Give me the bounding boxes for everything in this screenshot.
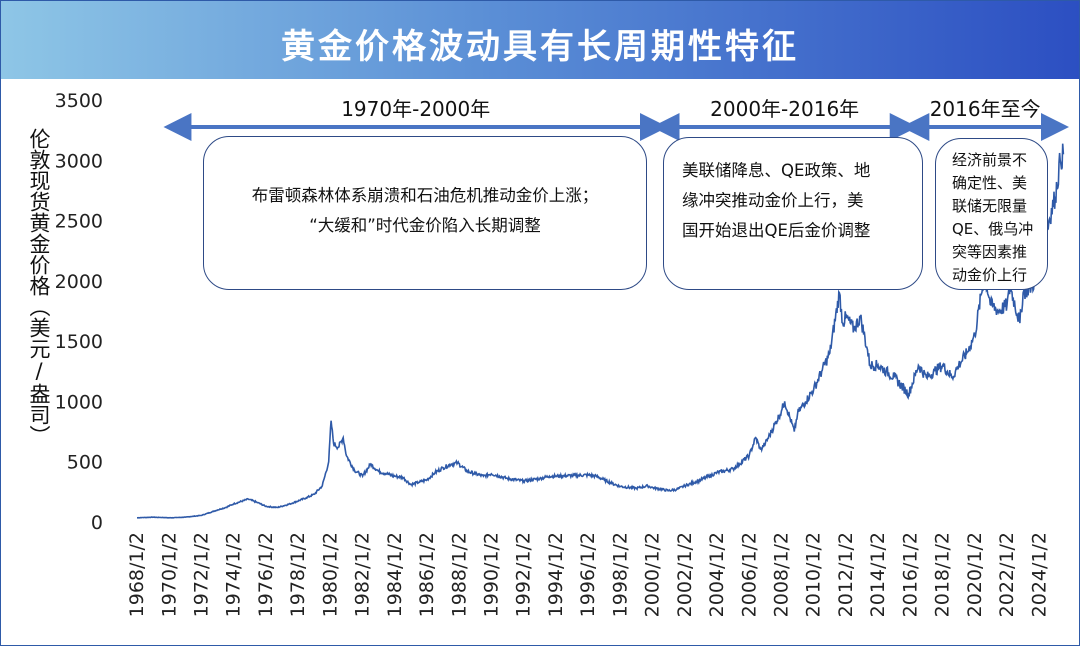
note-2000-2016-line-2: 缘冲突推动金价上行，美 <box>682 191 864 210</box>
x-axis-ticks: 1968/1/2 1970/1/2 1972/1/2 1974/1/2 1976/1/2… <box>126 532 1050 617</box>
x-tick-label: 2002/1/2 <box>674 532 696 617</box>
note-2016-present-line-5: 突等因素推 <box>952 243 1028 261</box>
note-1970-2000-line-1: 布雷顿森林体系崩溃和石油危机推动金价上涨； <box>251 186 599 205</box>
y-axis-label: 伦敦现货黄金价格（美元/盎司） <box>27 128 51 446</box>
x-tick-label: 2006/1/2 <box>738 532 760 617</box>
x-tick-label: 1986/1/2 <box>416 532 438 617</box>
gold-price-series-line <box>137 143 1065 519</box>
note-2016-present-line-1: 经济前景不 <box>952 151 1028 169</box>
x-tick-label: 1970/1/2 <box>158 532 180 617</box>
y-tick-label: 3500 <box>55 90 103 112</box>
x-tick-label: 2010/1/2 <box>803 532 825 617</box>
x-tick-label: 1990/1/2 <box>480 532 502 617</box>
x-tick-label: 2018/1/2 <box>932 532 954 617</box>
period-label: 1970年-2000年 <box>341 97 490 121</box>
x-tick-label: 2016/1/2 <box>899 532 921 617</box>
note-2000-2016-line-3: 国开始退出QE后金价调整 <box>682 221 871 240</box>
x-tick-label: 2022/1/2 <box>996 532 1018 617</box>
y-tick-label: 0 <box>91 512 103 534</box>
x-tick-label: 1974/1/2 <box>223 532 245 617</box>
x-tick-label: 1984/1/2 <box>384 532 406 617</box>
y-tick-label: 1500 <box>55 331 103 353</box>
note-1970-2000: 布雷顿森林体系崩溃和石油危机推动金价上涨； “大缓和”时代金价陷入长期调整 <box>203 136 647 290</box>
note-2000-2016: 美联储降息、QE政策、地 缘冲突推动金价上行，美 国开始退出QE后金价调整 <box>663 137 923 290</box>
x-tick-label: 1988/1/2 <box>448 532 470 617</box>
period-label: 2016年至今 <box>930 97 1041 121</box>
y-axis-ticks: 0 500 1000 1500 2000 2500 3000 3500 <box>55 90 103 534</box>
note-2016-present-line-4: QE、俄乌冲 <box>952 220 1034 238</box>
x-tick-label: 1998/1/2 <box>609 532 631 617</box>
note-2016-present: 经济前景不 确定性、美 联储无限量 QE、俄乌冲 突等因素推 动金价上行 <box>935 138 1048 290</box>
x-tick-label: 2004/1/2 <box>706 532 728 617</box>
x-tick-label: 1982/1/2 <box>352 532 374 617</box>
x-tick-label: 1994/1/2 <box>545 532 567 617</box>
x-tick-label: 2024/1/2 <box>1028 532 1050 617</box>
x-tick-label: 1980/1/2 <box>319 532 341 617</box>
x-tick-label: 2000/1/2 <box>642 532 664 617</box>
x-tick-label: 2014/1/2 <box>867 532 889 617</box>
x-tick-label: 1968/1/2 <box>126 532 148 617</box>
note-2016-present-line-2: 确定性、美 <box>952 174 1028 192</box>
x-tick-label: 2008/1/2 <box>770 532 792 617</box>
x-tick-label: 1996/1/2 <box>577 532 599 617</box>
x-tick-label: 1972/1/2 <box>190 532 212 617</box>
x-tick-label: 1992/1/2 <box>513 532 535 617</box>
x-tick-label: 2012/1/2 <box>835 532 857 617</box>
x-tick-label: 1978/1/2 <box>287 532 309 617</box>
period-label: 2000年-2016年 <box>710 97 859 121</box>
period-arrows: 1970年-2000年 2000年-2016年 2016年至今 <box>163 97 1069 141</box>
y-tick-label: 2000 <box>55 271 103 293</box>
y-tick-label: 3000 <box>55 150 103 172</box>
x-tick-label: 2020/1/2 <box>964 532 986 617</box>
y-tick-label: 1000 <box>55 391 103 413</box>
note-2016-present-line-6: 动金价上行 <box>952 266 1028 284</box>
note-2000-2016-line-1: 美联储降息、QE政策、地 <box>682 161 871 180</box>
chart-title: 黄金价格波动具有长周期性特征 <box>281 27 799 67</box>
note-1970-2000-line-2: “大缓和”时代金价陷入长期调整 <box>309 216 541 235</box>
y-tick-label: 500 <box>67 452 103 474</box>
title-banner: 黄金价格波动具有长周期性特征 <box>1 1 1079 79</box>
x-tick-label: 1976/1/2 <box>255 532 277 617</box>
y-tick-label: 2500 <box>55 211 103 233</box>
note-2016-present-line-3: 联储无限量 <box>952 197 1028 215</box>
